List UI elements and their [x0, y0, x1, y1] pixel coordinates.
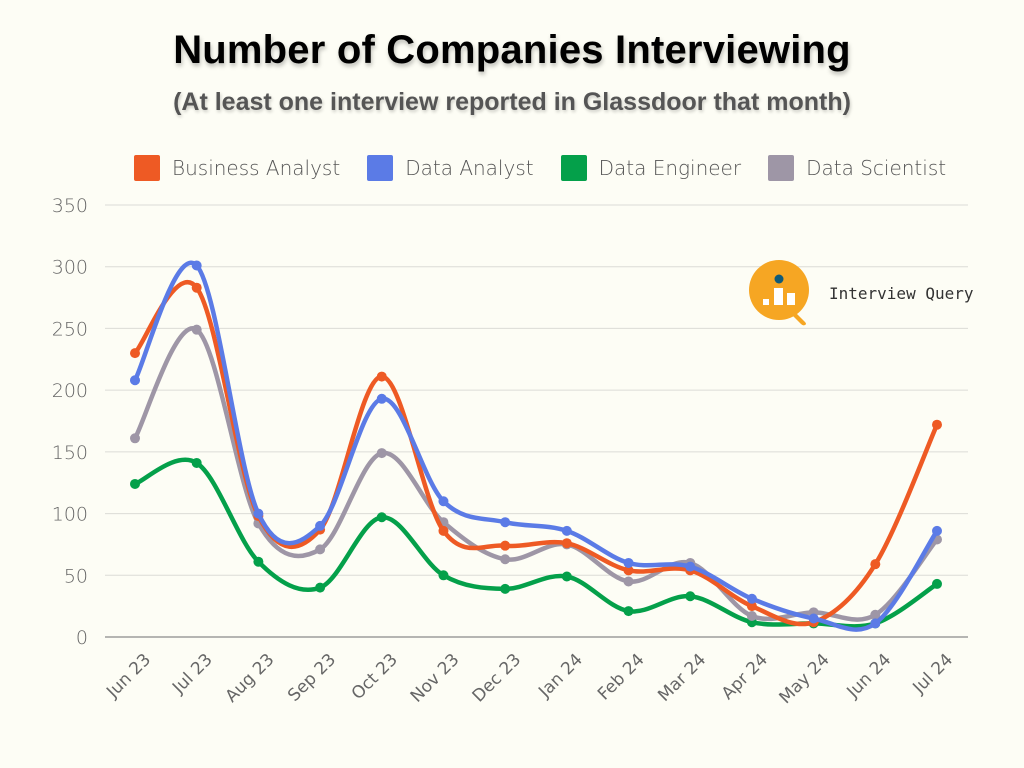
data-point	[746, 611, 757, 622]
x-tick-label: Dec 23	[469, 650, 526, 707]
data-point	[376, 371, 387, 382]
data-point	[746, 593, 757, 604]
data-point	[315, 582, 326, 593]
x-tick-label: Mar 24	[654, 650, 710, 706]
series-line-data-analyst	[132, 260, 940, 632]
legend-label: Data Scientist	[806, 156, 947, 180]
data-point	[130, 433, 140, 444]
data-point	[438, 496, 449, 507]
x-tick-label: Oct 23	[348, 650, 402, 704]
legend-label: Business Analyst	[172, 156, 341, 180]
y-tick-label: 200	[52, 380, 88, 402]
data-point	[315, 544, 326, 555]
data-point	[932, 525, 942, 536]
data-point	[500, 583, 511, 594]
x-tick-label: Jun 23	[102, 650, 155, 703]
x-tick-label: Apr 24	[718, 650, 772, 704]
legend-label: Data Analyst	[405, 156, 534, 180]
x-tick-label: Sep 23	[284, 650, 340, 706]
data-point	[932, 419, 942, 430]
series-line-business-analyst	[132, 280, 940, 627]
y-tick-label: 300	[52, 257, 88, 279]
y-tick-label: 50	[64, 565, 88, 587]
x-tick-label: Aug 23	[222, 650, 279, 707]
legend-item-data-analyst[interactable]: Data Analyst	[367, 155, 534, 181]
data-point	[253, 556, 264, 567]
x-tick-label: Jul 23	[168, 650, 216, 698]
y-tick-label: 150	[52, 442, 88, 464]
legend-item-data-scientist[interactable]: Data Scientist	[768, 155, 946, 181]
data-point	[623, 576, 634, 587]
data-point	[808, 613, 819, 624]
data-point	[191, 282, 202, 293]
legend-item-data-engineer[interactable]: Data Engineer	[560, 155, 742, 181]
data-point	[191, 324, 202, 335]
data-point	[623, 606, 634, 617]
data-point	[253, 508, 264, 519]
data-point	[746, 601, 757, 612]
x-tick-label: Feb 24	[594, 650, 649, 705]
data-point	[500, 554, 511, 565]
data-point	[191, 457, 202, 468]
data-point	[438, 525, 449, 536]
data-point	[623, 565, 634, 576]
data-point	[130, 375, 140, 386]
data-point	[561, 538, 572, 549]
data-point	[870, 618, 881, 629]
data-point	[438, 570, 449, 581]
legend-swatch	[560, 155, 587, 181]
legend-swatch	[134, 155, 160, 181]
chart-title: Number of Companies Interviewing	[173, 28, 851, 72]
data-point	[561, 525, 572, 536]
data-point	[376, 393, 387, 404]
data-point	[870, 559, 881, 570]
x-tick-label: Jun 24	[843, 650, 896, 703]
x-tick-label: Jul 24	[909, 650, 957, 698]
data-point	[623, 557, 634, 568]
data-point	[191, 260, 202, 271]
data-point	[500, 517, 511, 528]
data-point	[685, 591, 696, 602]
data-point	[376, 512, 387, 523]
x-tick-label: May 24	[776, 650, 834, 708]
y-tick-label: 250	[52, 318, 88, 340]
data-point	[130, 348, 140, 359]
series-line-data-scientist	[132, 326, 940, 622]
logo-text: Interview Query	[829, 283, 974, 303]
data-point	[500, 540, 511, 551]
data-point	[130, 478, 140, 489]
interview-query-logo-icon	[749, 260, 809, 326]
legend-item-business-analyst[interactable]: Business Analyst	[134, 155, 340, 181]
chart-subtitle: (At least one interview reported in Glas…	[173, 88, 851, 116]
y-tick-label: 100	[52, 504, 88, 526]
data-point	[685, 561, 696, 572]
data-point	[376, 448, 387, 459]
legend: Business Analyst Data Analyst Data Engin…	[134, 155, 973, 181]
x-tick-label: Jan 24	[534, 650, 587, 703]
y-tick-label: 350	[52, 195, 88, 217]
data-point	[870, 609, 881, 620]
x-tick-label: Nov 23	[407, 650, 464, 707]
data-point	[315, 520, 326, 531]
data-point	[932, 578, 942, 589]
legend-swatch	[768, 155, 795, 181]
legend-label: Data Engineer	[598, 156, 742, 180]
legend-swatch	[367, 155, 394, 181]
y-tick-label: 0	[76, 627, 88, 649]
data-point	[561, 571, 572, 582]
interview-query-logo: Interview Query	[749, 260, 974, 326]
